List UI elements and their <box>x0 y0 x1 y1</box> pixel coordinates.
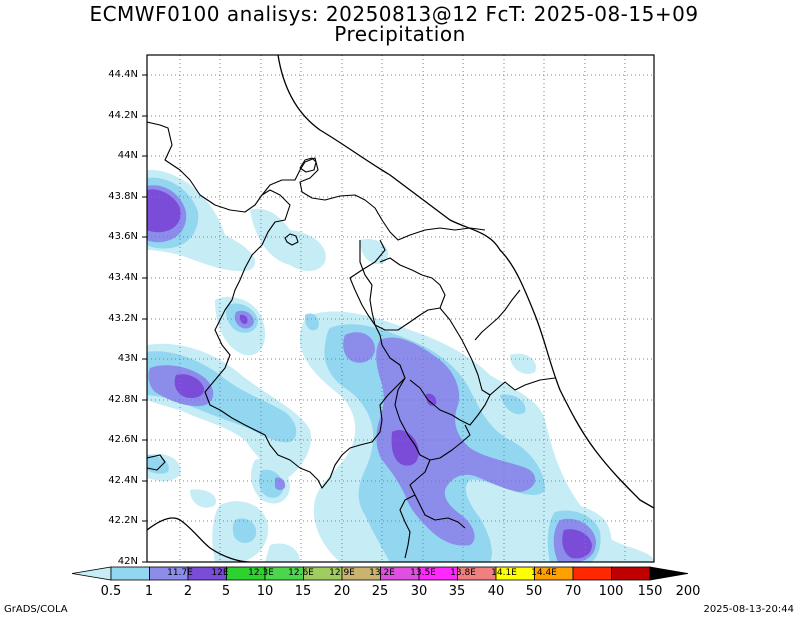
lon-label: 12.6E <box>288 568 314 578</box>
chart-subtitle: Precipitation <box>334 22 466 46</box>
lat-label: 42.8N <box>108 394 138 405</box>
colorbar-swatch <box>110 566 150 581</box>
lon-label: 13.2E <box>369 568 395 578</box>
colorbar-label: 2 <box>183 584 193 599</box>
lat-label: 43.2N <box>108 313 138 324</box>
lon-label: 12E <box>211 568 229 578</box>
lon-label: 13.8E <box>450 568 476 578</box>
lon-label: 13.5E <box>410 568 436 578</box>
lat-label: 43.8N <box>108 191 138 202</box>
lon-label: 14.1E <box>491 568 517 578</box>
footer-credit: GrADS/COLA <box>4 604 68 615</box>
colorbar-label: 15 <box>294 584 312 599</box>
colorbar-label: 100 <box>598 584 624 599</box>
lat-label: 43.6N <box>108 231 138 242</box>
colorbar-label: 50 <box>525 584 543 599</box>
precipitation-field <box>147 55 654 562</box>
chart-title: ECMWF0100 analisys: 20250813@12 FcT: 202… <box>89 2 699 26</box>
lat-label: 44N <box>117 150 138 161</box>
colorbar-swatch <box>611 566 651 581</box>
colorbar-label: 40 <box>487 584 505 599</box>
footer-timestamp: 2025-08-13-20:44 <box>703 604 794 615</box>
colorbar-label: 35 <box>448 584 466 599</box>
colorbar-label: 25 <box>371 584 389 599</box>
colorbar-label: 1 <box>144 584 154 599</box>
lon-label: 11.7E <box>167 568 193 578</box>
colorbar-label: 20 <box>333 584 351 599</box>
lon-label: 12.9E <box>329 568 355 578</box>
colorbar <box>71 566 689 581</box>
colorbar-label: 5 <box>221 584 231 599</box>
lat-label: 42.2N <box>108 515 138 526</box>
colorbar-label: 0.5 <box>100 584 122 599</box>
colorbar-left-arrow <box>71 566 112 581</box>
coastlines-borders <box>147 55 654 562</box>
map-gridlines <box>147 55 654 562</box>
lat-label: 43N <box>117 353 138 364</box>
colorbar-label: 70 <box>564 584 582 599</box>
lat-label: 42.6N <box>108 434 138 445</box>
lon-label: 12.3E <box>248 568 274 578</box>
map-frame <box>146 54 655 563</box>
lat-label: 43.4N <box>108 272 138 283</box>
colorbar-label: 30 <box>410 584 428 599</box>
colorbar-label: 10 <box>256 584 274 599</box>
lat-label: 44.4N <box>108 69 138 80</box>
lon-label: 14.4E <box>531 568 557 578</box>
colorbar-label: 150 <box>637 584 663 599</box>
lat-label: 42.4N <box>108 475 138 486</box>
colorbar-right-arrow <box>649 566 689 581</box>
lat-label: 42N <box>117 556 138 567</box>
colorbar-swatch <box>572 566 612 581</box>
lat-label: 44.2N <box>108 110 138 121</box>
colorbar-label: 200 <box>675 584 701 599</box>
